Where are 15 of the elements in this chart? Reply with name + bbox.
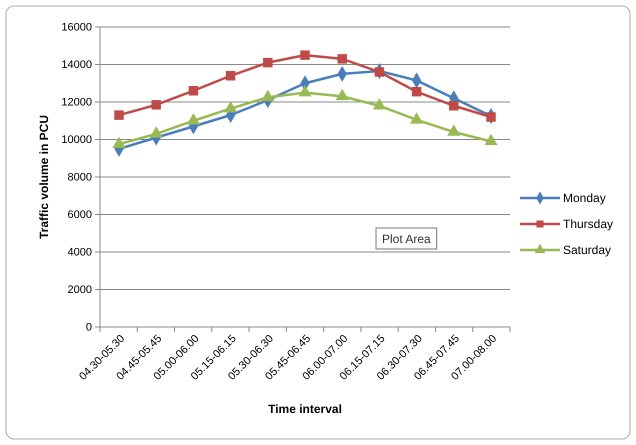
legend-label: Thursday [563,217,614,231]
y-axis-title: Traffic volume in PCU [37,114,51,240]
legend-label: Saturday [563,243,612,257]
y-tick-label: 10000 [61,134,92,146]
y-tick-label: 8000 [68,172,92,184]
legend-label: Monday [563,191,606,205]
y-tick-label: 4000 [68,246,92,259]
y-tick-label: 14000 [61,59,92,72]
y-tick-label: 6000 [68,209,92,222]
y-tick-label: 2000 [68,284,92,296]
y-tick-label: 0 [86,322,92,334]
annotation: Plot Area [382,232,432,246]
y-tick-label: 12000 [61,96,92,109]
y-tick-label: 16000 [61,22,92,34]
x-axis-title: Time interval [268,402,342,416]
